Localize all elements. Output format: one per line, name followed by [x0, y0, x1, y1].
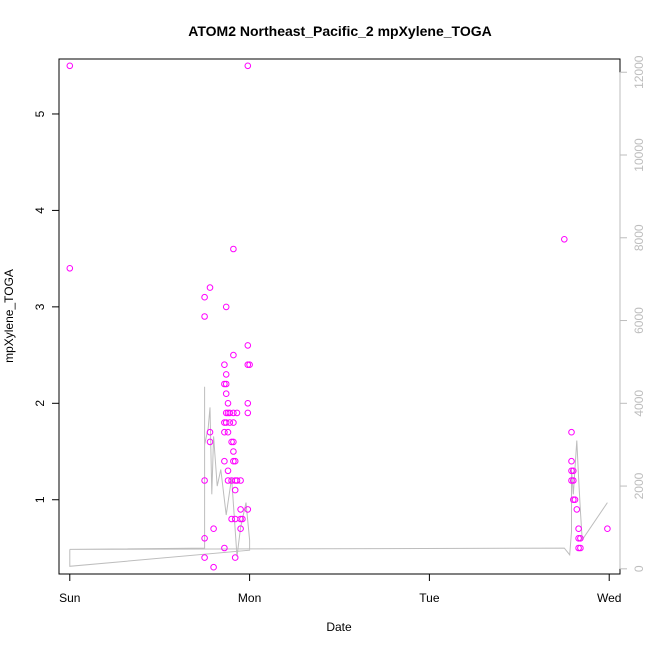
data-point-72: [575, 544, 582, 552]
data-point-45: [231, 554, 239, 561]
data-point-39: [230, 448, 237, 455]
data-point-56: [244, 400, 252, 407]
y-axis-right: 0 2000 4000 6000 8000 10000 12000: [619, 55, 646, 572]
data-point-0: [66, 62, 74, 70]
data-point-58: [244, 506, 252, 513]
data-point-51: [237, 525, 244, 533]
data-point-71: [575, 535, 582, 542]
x-tick-label: Wed: [597, 591, 621, 605]
data-point-62: [568, 457, 575, 465]
chart-title: ATOM2 Northeast_Pacific_2 mpXylene_TOGA: [188, 23, 491, 39]
x-tick-label: Sun: [59, 591, 80, 605]
data-point-14: [221, 361, 228, 369]
data-point-12: [221, 457, 228, 465]
data-point-30: [226, 419, 234, 426]
data-point-73: [577, 535, 584, 542]
data-point-55: [244, 361, 252, 369]
data-point-35: [230, 351, 237, 359]
data-point-10: [210, 525, 217, 533]
data-point-26: [224, 428, 232, 436]
y2-tick-label: 8000: [632, 224, 646, 251]
background-line-layer: [69, 386, 608, 567]
data-point-65: [570, 467, 577, 475]
data-point-69: [573, 506, 581, 513]
data-point-63: [568, 467, 575, 475]
data-point-23: [222, 419, 230, 426]
data-point-20: [222, 380, 230, 388]
data-point-8: [206, 428, 214, 436]
data-point-7: [206, 284, 214, 291]
data-point-38: [230, 438, 237, 446]
data-point-47: [233, 477, 241, 484]
x-tick-label: Mon: [238, 591, 261, 605]
data-point-44: [231, 515, 239, 523]
data-point-33: [228, 515, 235, 523]
data-point-74: [577, 544, 584, 552]
data-point-75: [604, 525, 611, 533]
y2-tick-label: 6000: [632, 307, 646, 334]
y2-tick-label: 2000: [632, 472, 646, 499]
data-point-40: [230, 457, 237, 465]
data-point-66: [570, 477, 577, 484]
data-point-68: [571, 496, 579, 504]
data-point-28: [224, 477, 232, 484]
data-point-37: [230, 419, 237, 426]
data-point-19: [222, 371, 230, 378]
data-point-36: [230, 409, 237, 417]
data-point-1: [66, 265, 74, 272]
data-point-3: [201, 313, 208, 320]
data-point-15: [221, 380, 228, 388]
series-line: [69, 386, 608, 567]
data-point-61: [568, 428, 575, 436]
y2-tick-label: 12000: [632, 55, 646, 89]
data-point-41: [231, 457, 239, 465]
y2-tick-label: 10000: [632, 138, 646, 172]
data-point-53: [244, 62, 252, 70]
data-point-18: [222, 303, 230, 311]
data-point-50: [237, 515, 244, 523]
data-point-2: [201, 293, 208, 301]
data-point-11: [210, 563, 217, 571]
data-point-13: [221, 544, 228, 552]
x-axis: Sun Mon Tue Wed: [59, 573, 621, 605]
data-point-21: [222, 390, 230, 398]
y-tick-label: 5: [33, 110, 47, 117]
data-point-22: [222, 409, 230, 417]
data-point-9: [206, 438, 214, 446]
y-tick-label: 2: [33, 400, 47, 407]
x-tick-label: Tue: [419, 591, 440, 605]
x-axis-label: Date: [326, 620, 352, 634]
y-axis-label: mpXylene_TOGA: [2, 269, 16, 363]
points-layer: [66, 62, 611, 571]
data-point-52: [239, 515, 246, 523]
data-point-59: [246, 361, 253, 369]
y-tick-label: 1: [33, 496, 47, 503]
y-tick-label: 4: [33, 207, 47, 214]
data-point-17: [221, 428, 228, 436]
data-point-48: [237, 477, 244, 484]
plot-frame: [58, 58, 621, 575]
data-point-29: [226, 409, 234, 417]
data-point-27: [224, 467, 232, 475]
data-point-34: [230, 245, 237, 253]
data-point-4: [201, 477, 208, 484]
y-tick-label: 3: [33, 303, 47, 310]
y2-tick-label: 0: [632, 565, 646, 572]
data-point-64: [568, 477, 575, 484]
data-point-60: [561, 236, 568, 243]
data-point-70: [575, 525, 582, 533]
y2-tick-label: 4000: [632, 390, 646, 417]
data-point-46: [233, 409, 241, 417]
data-point-5: [201, 535, 208, 542]
y-axis-left: 1 2 3 4 5: [33, 110, 60, 503]
data-point-54: [244, 342, 252, 349]
data-point-57: [244, 409, 252, 417]
data-point-6: [201, 554, 208, 561]
data-point-31: [228, 438, 235, 446]
data-point-43: [231, 486, 239, 494]
data-point-49: [237, 506, 244, 513]
data-point-24: [224, 400, 232, 407]
